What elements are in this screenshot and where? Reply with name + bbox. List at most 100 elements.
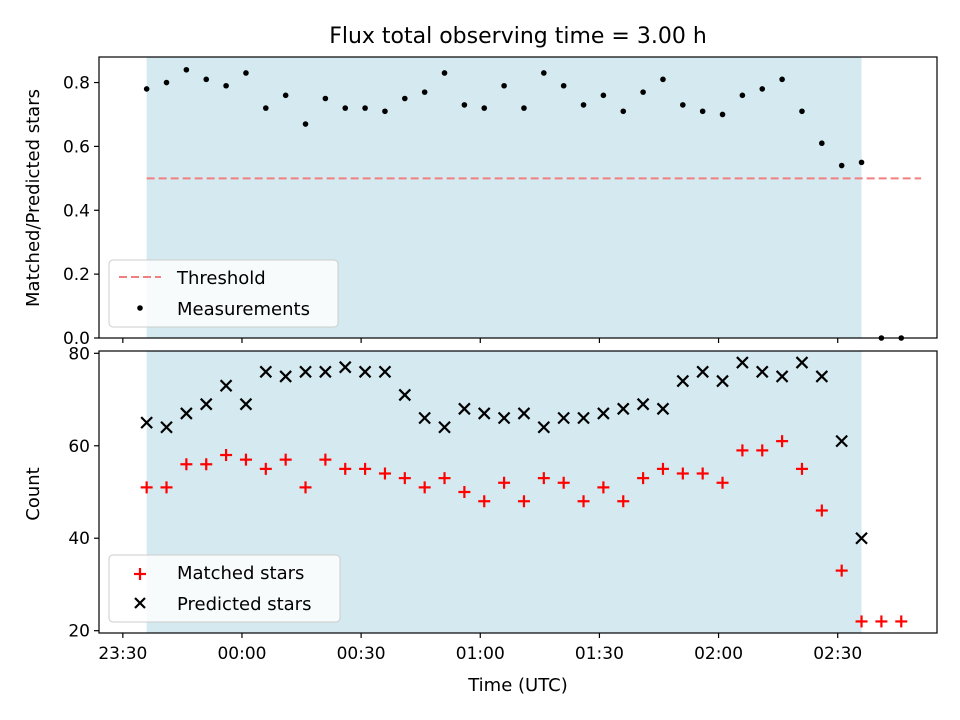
matched-star-point: [140, 481, 153, 494]
measurement-point: [282, 92, 289, 99]
x-tick-label: 23:30: [98, 644, 147, 664]
measurement-point: [421, 89, 428, 95]
matched-star-point: [597, 481, 610, 494]
measurement-point: [143, 86, 150, 92]
measurement-point: [560, 82, 567, 89]
predicted-star-point: [180, 407, 193, 420]
predicted-star-point: [477, 407, 491, 420]
predicted-star-point: [795, 356, 809, 369]
matched-star-point: [259, 462, 272, 475]
matched-star-point: [815, 504, 828, 517]
predicted-star-point: [140, 416, 153, 429]
measurement-point: [541, 70, 547, 76]
measurement-point: [203, 76, 210, 83]
matched-star-point: [478, 495, 491, 508]
y-tick-label: 60: [68, 437, 90, 457]
bottom-legend-box: [108, 554, 341, 623]
bottom-axes-frame: [98, 350, 938, 634]
top-panel: 0.00.20.40.60.8 Matched/Predicted stars …: [23, 56, 938, 349]
matched-star-point: [160, 481, 173, 494]
matched-star-point: [716, 476, 729, 489]
predicted-star-point: [497, 411, 511, 425]
predicted-star-point: [219, 379, 233, 392]
measurement-point: [302, 121, 309, 127]
x-tick-label: 00:30: [337, 644, 386, 664]
matched-star-point: [537, 472, 550, 485]
predicted-star-point: [358, 365, 372, 379]
y-tick-label: 0.0: [63, 329, 90, 349]
matched-star-point: [239, 453, 252, 466]
matched-star-point: [736, 444, 749, 457]
matched-star-point: [319, 453, 332, 466]
predicted-star-point: [736, 356, 749, 369]
matched-star-point: [438, 472, 451, 485]
top-legend-box: [108, 259, 339, 328]
predicted-star-point: [418, 411, 431, 425]
top-marks: [143, 66, 922, 341]
measurement-point: [382, 108, 388, 115]
predicted-star-point: [319, 365, 332, 379]
matched-star-point: [378, 467, 391, 480]
predicted-star-point: [259, 365, 273, 379]
y-tick-label: 80: [68, 344, 90, 364]
measurement-point: [342, 105, 349, 111]
bottom-legend: Matched stars Predicted stars: [108, 554, 341, 623]
predicted-star-point: [537, 421, 551, 434]
matched-star-point: [279, 453, 292, 466]
matched-star-point: [498, 476, 511, 489]
matched-star-point: [875, 615, 888, 628]
y-tick-label: 0.8: [63, 74, 90, 94]
bottom-x-ticks: 23:30 00:00 00:30 01:00 01:30 02:00 02:30: [98, 633, 862, 664]
measurement-point: [779, 76, 785, 83]
predicted-star-point: [398, 388, 412, 402]
predicted-star-point: [676, 374, 690, 388]
matched-star-point: [835, 564, 848, 577]
top-legend: Threshold Measurements: [108, 259, 339, 328]
matched-star-point: [756, 444, 769, 457]
y-tick-label: 0.6: [63, 137, 90, 157]
matched-star-point: [398, 472, 411, 485]
y-tick-label: 0.2: [63, 265, 90, 285]
measurement-point: [263, 105, 269, 111]
matched-star-point: [180, 458, 193, 471]
measurement-point: [441, 70, 448, 76]
matched-star-point: [855, 615, 868, 628]
predicted-star-point: [577, 411, 590, 425]
matched-star-point: [776, 435, 789, 448]
matched-star-point: [517, 495, 530, 508]
matched-star-point: [676, 467, 689, 480]
predicted-star-point: [160, 421, 173, 434]
measurement-point: [858, 159, 865, 166]
measurement-point: [819, 140, 825, 147]
legend-predicted-swatch: [134, 597, 146, 609]
measurement-point: [759, 86, 766, 92]
matched-star-point: [795, 462, 808, 475]
measurement-point: [719, 111, 726, 118]
measurement-point: [580, 102, 587, 108]
predicted-star-point: [696, 365, 709, 379]
predicted-star-point: [279, 370, 292, 383]
y-tick-label: 40: [68, 529, 90, 549]
measurement-point: [183, 66, 190, 73]
measurement-point: [620, 108, 627, 115]
legend-matched-label: Matched stars: [177, 563, 304, 584]
measurement-point: [640, 89, 646, 95]
measurement-point: [223, 82, 229, 89]
matched-star-point: [418, 481, 431, 494]
predicted-star-point: [378, 365, 392, 379]
x-tick-label: 02:30: [813, 644, 862, 664]
x-tick-label: 02:00: [694, 644, 743, 664]
x-axis-label: Time (UTC): [467, 675, 568, 696]
matched-star-point: [696, 467, 709, 480]
chart-title: Flux total observing time = 3.00 h: [329, 24, 707, 49]
bottom-panel: 20 40 60 80 23:30 00:00 00:30 01:00 01:30 02:00 0…: [23, 344, 938, 696]
y-tick-label: 20: [68, 622, 90, 642]
predicted-star-point: [775, 370, 789, 383]
legend-matched-swatch: [134, 568, 146, 580]
matched-star-point: [557, 476, 570, 489]
top-axes-frame: [98, 56, 938, 339]
matched-star-point: [339, 462, 352, 475]
predicted-star-point: [815, 370, 829, 383]
measurement-point: [838, 162, 845, 169]
